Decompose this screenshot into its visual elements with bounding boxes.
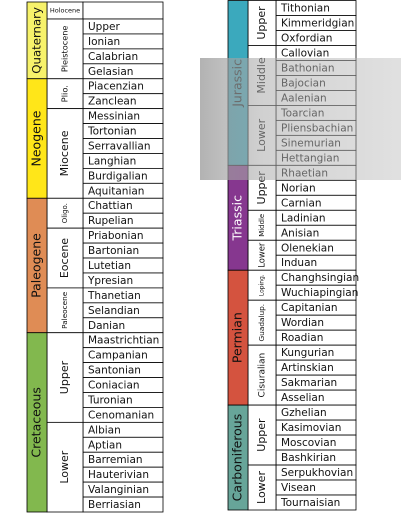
epoch-label: Guadalup. bbox=[257, 304, 266, 342]
epoch-label: Holocene bbox=[50, 7, 80, 15]
stage-label: Hauterivian bbox=[88, 469, 149, 481]
epoch-cell bbox=[46, 287, 84, 334]
epoch-cell bbox=[247, 0, 277, 46]
stage-label: Visean bbox=[281, 482, 316, 494]
epoch-label: Cisuralian bbox=[258, 353, 268, 398]
stage-label: Maastrichtian bbox=[88, 335, 159, 347]
stage-label: Tortonian bbox=[87, 126, 137, 138]
stage-label: Berriasian bbox=[88, 499, 141, 511]
epoch-label: Eocene bbox=[58, 238, 71, 278]
stage-label: Valanginian bbox=[88, 484, 149, 496]
stage-label: Serpukhovian bbox=[281, 467, 353, 479]
period-label: Triassic bbox=[230, 195, 245, 242]
epoch-label: Middle bbox=[258, 214, 266, 237]
period-label: Carboniferous bbox=[230, 414, 245, 502]
epoch-label: Loping. bbox=[259, 274, 266, 296]
stage-label: Norian bbox=[281, 182, 316, 194]
stage-label: Lutetian bbox=[88, 260, 131, 272]
stage-label: Danian bbox=[88, 320, 125, 332]
stage-label: Wordian bbox=[281, 317, 324, 329]
stage-label: Ladinian bbox=[281, 212, 326, 224]
stage-label: Turonian bbox=[87, 394, 133, 406]
epoch-label: Lower bbox=[255, 471, 268, 504]
epoch-cell bbox=[46, 332, 84, 423]
stage-label: Olenekian bbox=[281, 242, 334, 254]
stage-label: Ypresian bbox=[87, 275, 133, 287]
stage-label: Piacenzian bbox=[88, 81, 144, 93]
epoch-label: Miocene bbox=[58, 130, 71, 176]
epoch-label: Pleistocene bbox=[60, 26, 70, 73]
epoch-label: Paleocene bbox=[60, 291, 69, 329]
stage-label: Capitanian bbox=[281, 302, 338, 314]
epoch-label: Lower bbox=[58, 450, 71, 483]
stage-label: Priabonian bbox=[88, 230, 144, 242]
stage-label: Calabrian bbox=[88, 51, 138, 63]
epoch-label: Oligo. bbox=[61, 203, 69, 223]
epoch-label: Upper bbox=[58, 360, 71, 394]
stage-label: Thanetian bbox=[87, 290, 141, 302]
stage-label: Kasimovian bbox=[281, 422, 341, 434]
stage-label: Langhian bbox=[88, 155, 136, 167]
stage-label: Kungurian bbox=[281, 347, 334, 359]
stage-label: Bashkirian bbox=[281, 452, 336, 464]
stage-label: Upper bbox=[88, 21, 120, 33]
stage-label: Gzhelian bbox=[281, 407, 327, 419]
period-label: Permian bbox=[230, 312, 245, 363]
epoch-cell bbox=[46, 18, 84, 80]
stage-label: Tournaisian bbox=[280, 497, 340, 509]
epoch-cell bbox=[247, 209, 277, 241]
stage-label: Messinian bbox=[88, 111, 140, 123]
stage-label: Carnian bbox=[281, 197, 322, 209]
stage-label: Albian bbox=[88, 424, 121, 436]
stage-label: Changhsingian bbox=[281, 272, 359, 284]
stage-label: Barremian bbox=[88, 454, 143, 466]
stage-label: Zanclean bbox=[88, 96, 137, 108]
stage-label: Roadian bbox=[281, 332, 323, 344]
stage-label: Sakmarian bbox=[281, 377, 337, 389]
epoch-label: Plio. bbox=[60, 85, 70, 102]
highlight-band bbox=[200, 58, 401, 180]
stage-label: Rupelian bbox=[88, 215, 134, 227]
period-label: Paleogene bbox=[29, 233, 44, 298]
stage-label: Santonian bbox=[88, 365, 141, 377]
period-cell bbox=[26, 332, 48, 513]
stage-label: Coniacian bbox=[88, 380, 140, 392]
stage-label: Gelasian bbox=[88, 66, 133, 78]
stage-label: Callovian bbox=[281, 47, 329, 59]
stage-label: Moscovian bbox=[281, 437, 336, 449]
stage-label: Ionian bbox=[88, 36, 120, 48]
stage-label: Kimmeridgian bbox=[281, 17, 354, 29]
stage-label: Aquitanian bbox=[88, 185, 144, 197]
period-label: Cretaceous bbox=[29, 387, 44, 458]
stage-label: Selandian bbox=[88, 305, 140, 317]
epoch-cell bbox=[46, 108, 84, 199]
stage-label: Aptian bbox=[88, 439, 122, 451]
stage-label: Wuchiapingian bbox=[281, 287, 358, 299]
period-label: Neogene bbox=[29, 110, 44, 166]
stage-label: Campanian bbox=[88, 350, 148, 362]
stage-cell bbox=[82, 1, 164, 20]
stage-label: Induan bbox=[281, 257, 317, 269]
period-cell bbox=[227, 404, 249, 511]
epoch-label: Upper bbox=[255, 6, 268, 40]
stage-label: Tithonian bbox=[280, 2, 330, 14]
stage-label: Serravallian bbox=[88, 140, 151, 152]
epoch-cell bbox=[46, 227, 84, 289]
stage-label: Burdigalian bbox=[88, 170, 148, 182]
stage-label: Artinskian bbox=[281, 362, 334, 374]
epoch-label: Lower bbox=[257, 242, 267, 268]
stage-label: Anisian bbox=[281, 227, 319, 239]
period-label: Quaternary bbox=[30, 7, 44, 74]
stage-label: Cenomanian bbox=[88, 409, 154, 421]
epoch-label: Upper bbox=[255, 418, 268, 452]
stage-label: Bartonian bbox=[88, 245, 139, 257]
stage-label: Asselian bbox=[281, 392, 325, 404]
stage-label: Oxfordian bbox=[281, 32, 332, 44]
stage-label: Chattian bbox=[88, 200, 133, 212]
